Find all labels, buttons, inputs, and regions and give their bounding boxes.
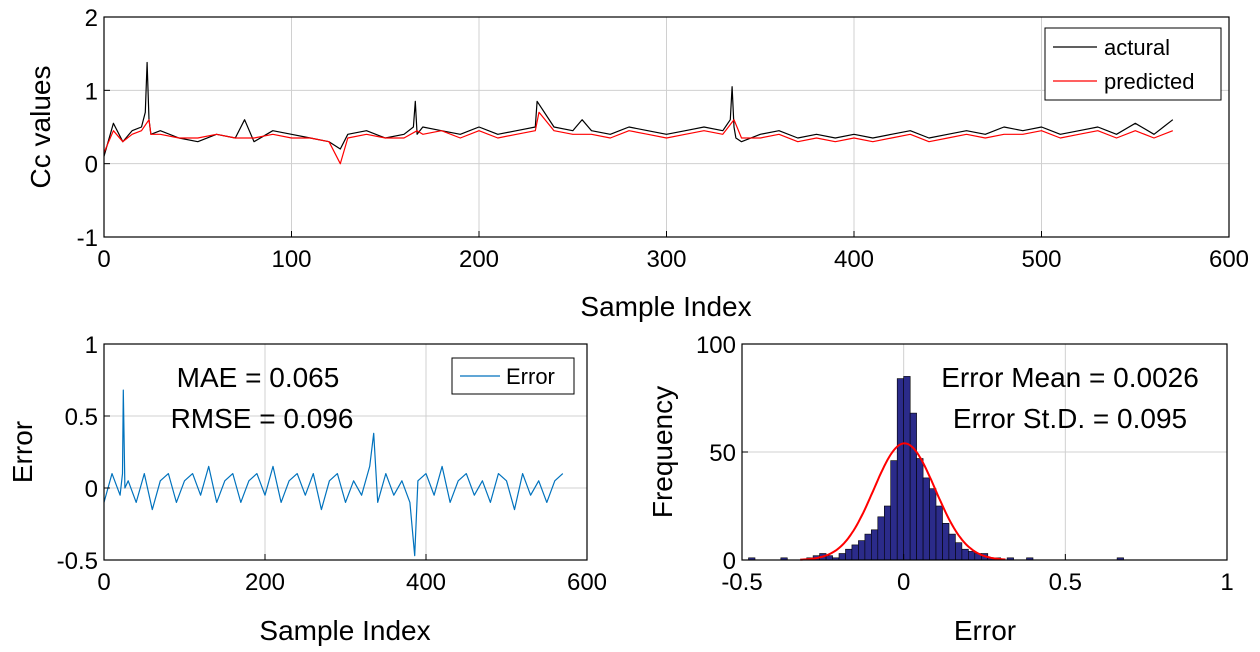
error-mean-annotation: Error Mean = 0.0026 <box>941 362 1199 393</box>
top-chart-legend-box <box>1044 27 1222 101</box>
histogram-y-tick-50: 50 <box>709 440 736 467</box>
histogram-bar <box>955 542 963 561</box>
histogram-fit-curve <box>800 442 1006 561</box>
histogram-bar <box>845 548 853 561</box>
top-chart-x-tick-400: 400 <box>834 246 874 273</box>
top-chart-y-axis-label: Cc values <box>25 66 56 189</box>
error-chart-series <box>103 389 564 557</box>
top-chart-legend: actural predicted <box>1044 27 1222 101</box>
histogram-bar <box>916 458 924 561</box>
histogram-x-axis-label: Error <box>954 615 1016 646</box>
top-chart-y-tick-2: 2 <box>85 5 98 32</box>
histogram-bar <box>870 529 879 561</box>
histogram-bar <box>838 553 846 561</box>
histogram-bar <box>942 522 950 561</box>
histogram-y-tick-0: 0 <box>723 548 736 575</box>
histogram-bar <box>864 533 872 561</box>
histogram-bar <box>935 505 943 561</box>
histogram-bar <box>825 555 833 561</box>
histogram-bar <box>896 378 905 561</box>
histogram-bar <box>909 412 917 561</box>
histogram-bar <box>967 551 976 561</box>
error-chart-x-tick-400: 400 <box>406 569 446 596</box>
histogram-x-tick-1: 1 <box>1220 569 1233 596</box>
top-chart-x-tick-0: 0 <box>97 246 110 273</box>
error-chart-y-tick-neg0p5: -0.5 <box>57 548 98 575</box>
legend-label-actural: actural <box>1104 35 1170 60</box>
top-chart-x-tick-200: 200 <box>459 246 499 273</box>
error-chart-legend: Error <box>451 357 575 395</box>
histogram-bar <box>903 376 911 561</box>
normal-fit-curve <box>800 442 1006 561</box>
histogram-x-tick-0: 0 <box>897 569 910 596</box>
error-std-annotation: Error St.D. = 0.095 <box>953 403 1187 434</box>
error-chart-x-tick-600: 600 <box>567 569 607 596</box>
top-chart-x-axis-label: Sample Index <box>580 291 751 322</box>
histogram-bars <box>748 376 1124 561</box>
error-chart-frame <box>103 343 588 561</box>
series-line-actural <box>103 61 1174 157</box>
series-line-error <box>103 389 564 557</box>
histogram-bar <box>948 533 956 561</box>
rmse-annotation: RMSE = 0.096 <box>171 403 354 434</box>
histogram-bar <box>858 540 866 561</box>
histogram-bar <box>961 548 969 561</box>
histogram-bar <box>890 460 898 561</box>
histogram-bar <box>922 477 930 561</box>
error-chart-x-tick-0: 0 <box>97 569 110 596</box>
error-chart-x-axis-label: Sample Index <box>259 615 430 646</box>
histogram-x-tick-0p5: 0.5 <box>1049 569 1082 596</box>
top-chart-series <box>103 61 1174 165</box>
top-chart-x-tick-500: 500 <box>1021 246 1061 273</box>
error-chart-y-axis-label: Error <box>7 421 38 483</box>
legend-label-error: Error <box>506 364 555 389</box>
histogram-x-tick-neg0p5: -0.5 <box>721 569 762 596</box>
legend-label-predicted: predicted <box>1104 69 1195 94</box>
histogram-bar <box>929 488 937 561</box>
histogram-bar <box>851 544 859 561</box>
error-chart-ticks: 0 200 400 600-0.500.51 <box>57 332 607 596</box>
error-chart-x-tick-200: 200 <box>245 569 285 596</box>
top-chart-x-tick-300: 300 <box>646 246 686 273</box>
top-chart-y-tick-1: 1 <box>85 78 98 105</box>
mae-annotation: MAE = 0.065 <box>177 362 340 393</box>
error-chart-y-tick-0: 0 <box>85 476 98 503</box>
histogram-bar <box>877 516 885 561</box>
top-chart-x-tick-600: 600 <box>1209 246 1249 273</box>
histogram-y-axis-label: Frequency <box>647 386 678 518</box>
error-chart-panel: 0 200 400 600-0.500.51 Sample Index Error M… <box>7 332 607 646</box>
error-chart-y-tick-0p5: 0.5 <box>65 404 98 431</box>
top-chart-y-tick-neg1: -1 <box>77 225 98 252</box>
series-line-predicted <box>103 111 1174 165</box>
top-chart-x-tick-100: 100 <box>271 246 311 273</box>
histogram-bar <box>883 505 892 561</box>
histogram-y-tick-100: 100 <box>696 332 736 359</box>
error-chart-y-tick-1: 1 <box>85 332 98 359</box>
top-chart-y-tick-0: 0 <box>85 152 98 179</box>
